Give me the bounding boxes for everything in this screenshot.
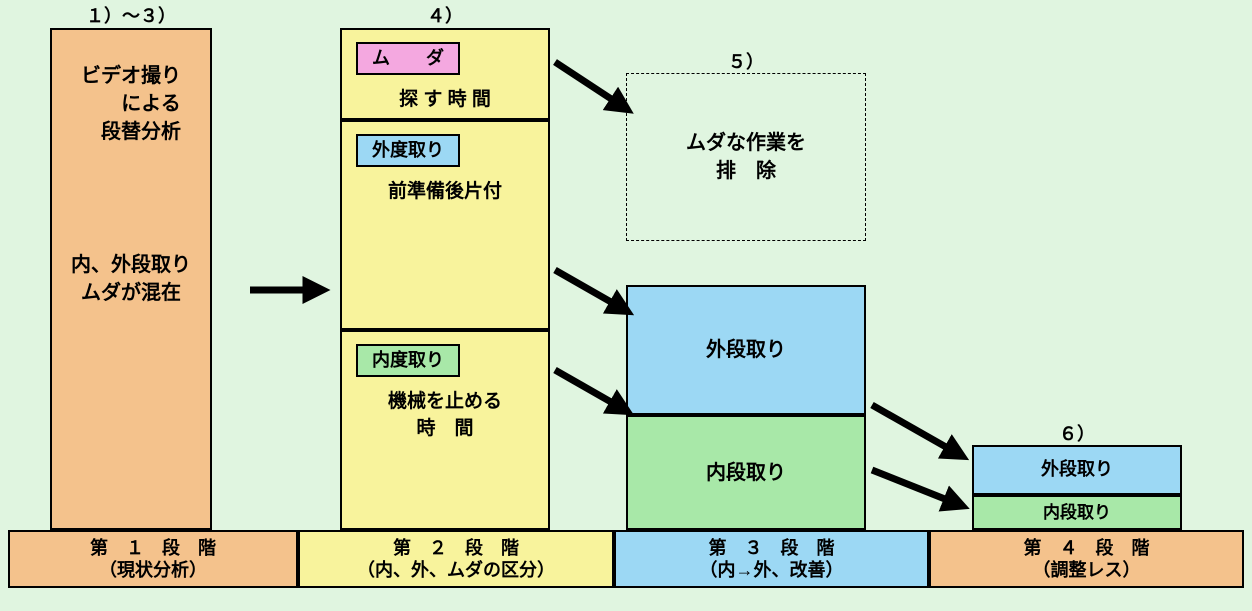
- arrow-2: [555, 270, 625, 310]
- arrows-layer: [0, 0, 1252, 611]
- arrow-3: [555, 370, 625, 410]
- arrow-5: [872, 470, 960, 505]
- arrow-4: [872, 405, 960, 455]
- arrow-1: [555, 62, 625, 108]
- diagram-canvas: １）～３）４）５）６）ビデオ撮り による 段替分析内、外段取りムダが混在ム ダ探…: [0, 0, 1252, 611]
